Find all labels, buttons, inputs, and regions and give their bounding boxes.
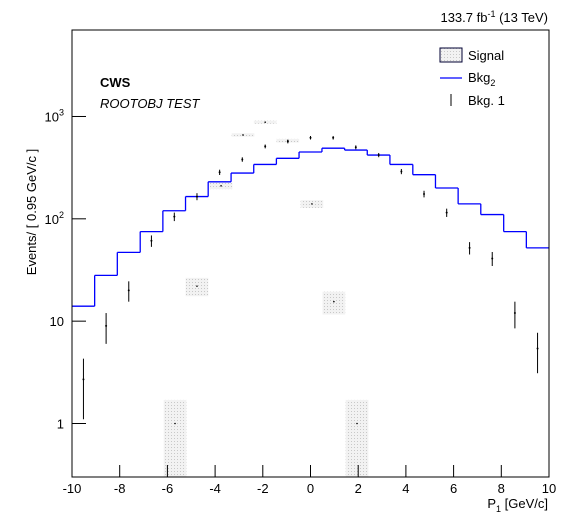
signal-point [311,203,313,205]
data-point [445,211,448,214]
legend-label: Bkg2 [468,70,495,88]
data-point [354,146,357,149]
x-tick-label: 0 [307,481,314,496]
signal-point [264,121,266,123]
sub-label: ROOTOBJ TEST [100,96,200,111]
x-tick-label: -10 [63,481,82,496]
data-point [264,145,267,148]
data-point [241,158,244,161]
data-point [468,246,471,249]
x-tick-label: -2 [257,481,269,496]
y-axis-label: Events/ [ 0.95 GeV/c ] [24,149,39,275]
data-point [536,347,539,350]
data-point [332,136,335,139]
data-point [286,140,289,143]
legend-label: Bkg. 1 [468,93,505,108]
x-tick-label: 2 [355,481,362,496]
axes: -10 -8 -6 -4 -2 0 2 4 6 8 10 1 10 102 103 [45,107,557,496]
signal-point [333,300,335,303]
y-tick-label: 1 [57,416,64,431]
x-tick-label: -4 [209,481,221,496]
x-tick-label: -8 [114,481,126,496]
x-tick-label: 4 [402,481,409,496]
plot-area [72,120,549,477]
data-point [218,171,221,174]
signal-box [163,399,187,477]
x-tick-label: -6 [162,481,174,496]
data-point [513,312,516,315]
data-point [491,257,494,260]
x-tick-label: 8 [498,481,505,496]
y-tick-label: 103 [45,107,64,124]
data-point [377,154,380,157]
experiment-label: CWS [100,75,131,90]
data-point [423,192,426,195]
signal-box [185,277,209,297]
data-point [82,378,85,381]
data-point [127,289,130,292]
signal-point [220,185,222,187]
signal-point [356,422,358,425]
data-point [400,170,403,173]
signal-box [345,399,369,477]
y-tick-label: 102 [45,210,64,227]
data-point [173,215,176,218]
data-point [150,239,153,242]
x-tick-label: 6 [450,481,457,496]
signal-point [242,134,244,136]
legend-label: Signal [468,48,504,63]
signal-point [174,422,176,425]
y-tick-label: 10 [50,314,64,329]
signal-box [322,291,346,315]
data-point [309,136,312,139]
data-point [105,324,108,327]
legend-swatch-signal [439,47,463,63]
legend: Signal Bkg2 Bkg. 1 [439,47,505,108]
x-axis-label: P1 [GeV/c] [487,496,548,514]
lumi-label: 133.7 fb-1 (13 TeV) [440,9,548,25]
data-point [195,195,198,198]
x-tick-label: 10 [542,481,556,496]
signal-point [196,285,198,287]
